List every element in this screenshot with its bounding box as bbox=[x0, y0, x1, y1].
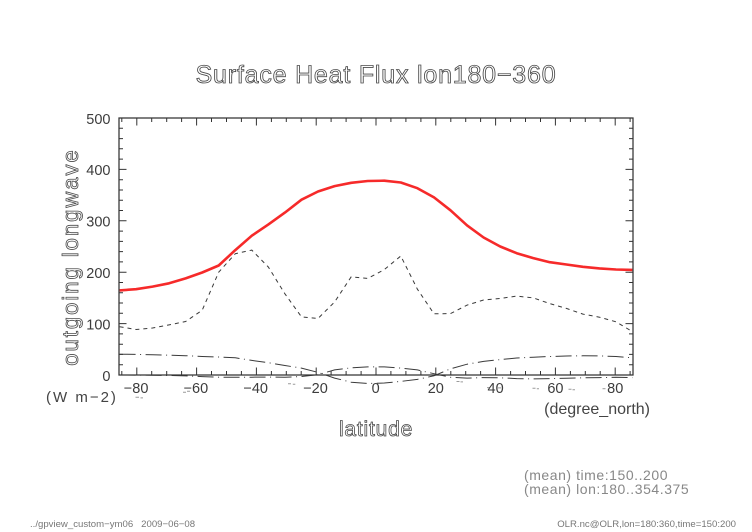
svg-text:80: 80 bbox=[607, 381, 623, 397]
svg-text:−20: −20 bbox=[303, 381, 328, 397]
svg-text:60: 60 bbox=[547, 381, 563, 397]
svg-text:OLR.nc@OLR,lon=180:360,time=15: OLR.nc@OLR,lon=180:360,time=150:200 bbox=[557, 519, 736, 530]
svg-text:Surface Heat Flux lon180−360: Surface Heat Flux lon180−360 bbox=[196, 61, 557, 89]
svg-text:(W m−2): (W m−2) bbox=[46, 389, 118, 406]
svg-text:(degree_north): (degree_north) bbox=[544, 401, 650, 418]
svg-text:40: 40 bbox=[488, 381, 504, 397]
svg-text:latitude: latitude bbox=[339, 418, 413, 441]
svg-text:0: 0 bbox=[372, 381, 380, 397]
svg-text:100: 100 bbox=[86, 317, 110, 333]
svg-text:−60: −60 bbox=[184, 381, 209, 397]
svg-text:(mean) time:150..200: (mean) time:150..200 bbox=[524, 467, 668, 483]
svg-text:outgoing longwave: outgoing longwave bbox=[58, 148, 83, 365]
svg-text:20: 20 bbox=[428, 381, 444, 397]
svg-text:400: 400 bbox=[86, 163, 110, 179]
svg-text:(mean) lon:180..354.375: (mean) lon:180..354.375 bbox=[524, 481, 689, 497]
svg-text:−40: −40 bbox=[243, 381, 268, 397]
svg-text:500: 500 bbox=[86, 112, 110, 128]
svg-text:../gpview_custom−ym06 2009−0: ../gpview_custom−ym06 2009−06−08 bbox=[30, 519, 195, 530]
svg-text:300: 300 bbox=[86, 215, 110, 231]
svg-text:200: 200 bbox=[86, 266, 110, 282]
svg-text:0: 0 bbox=[102, 369, 110, 385]
svg-text:−80: −80 bbox=[124, 381, 149, 397]
